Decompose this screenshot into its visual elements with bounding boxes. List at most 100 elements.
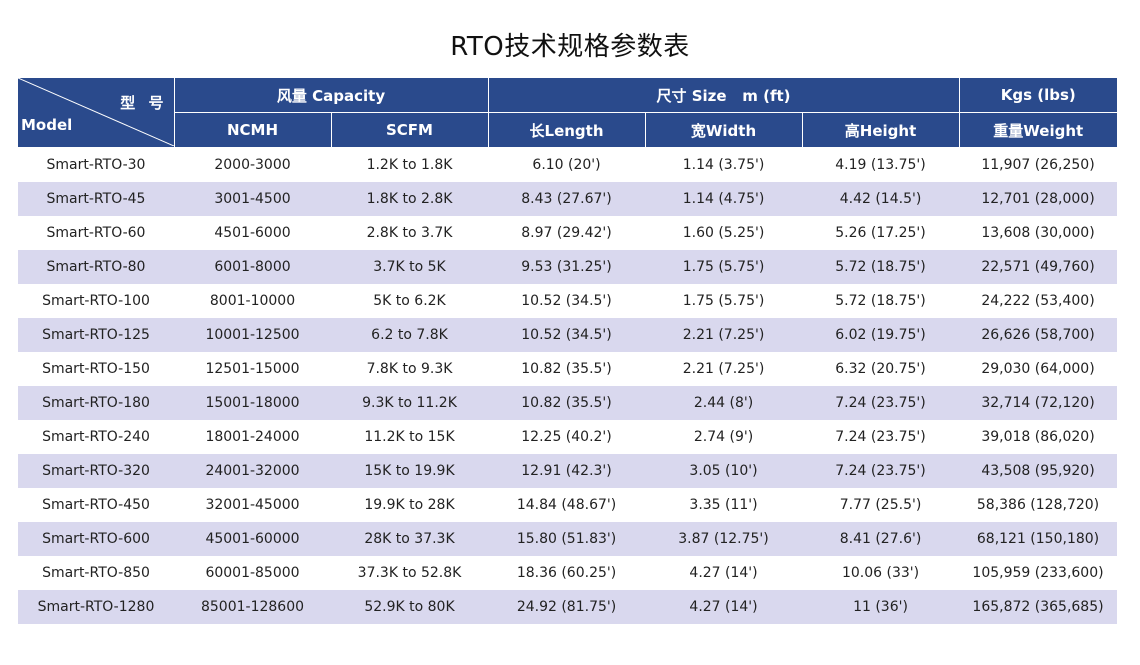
cell-ncmh: 45001-60000: [174, 522, 331, 556]
cell-scfm: 9.3K to 11.2K: [331, 386, 489, 420]
cell-weight: 26,626 (58,700): [959, 318, 1118, 352]
spec-table: 型 号 Model 风量 Capacity 尺寸 Size m (ft) Kgs…: [18, 78, 1118, 624]
cell-model: Smart-RTO-80: [18, 250, 174, 284]
cell-height: 7.24 (23.75'): [802, 386, 960, 420]
cell-scfm: 28K to 37.3K: [331, 522, 489, 556]
col-header-length: 长Length: [488, 112, 646, 148]
col-header-width: 宽Width: [645, 112, 803, 148]
cell-length: 10.82 (35.5'): [488, 386, 646, 420]
cell-model: Smart-RTO-240: [18, 420, 174, 454]
cell-ncmh: 6001-8000: [174, 250, 331, 284]
cell-ncmh: 24001-32000: [174, 454, 331, 488]
table-row: Smart-RTO-1280 85001-128600 52.9K to 80K 24…: [18, 590, 1118, 624]
cell-length: 24.92 (81.75'): [488, 590, 646, 624]
cell-scfm: 2.8K to 3.7K: [331, 216, 489, 250]
table-row: Smart-RTO-450 32001-45000 19.9K to 28K 14.8…: [18, 488, 1118, 522]
cell-length: 9.53 (31.25'): [488, 250, 646, 284]
cell-model: Smart-RTO-125: [18, 318, 174, 352]
cell-scfm: 37.3K to 52.8K: [331, 556, 489, 590]
cell-model: Smart-RTO-150: [18, 352, 174, 386]
cell-length: 10.82 (35.5'): [488, 352, 646, 386]
cell-model: Smart-RTO-180: [18, 386, 174, 420]
cell-width: 2.21 (7.25'): [645, 352, 803, 386]
cell-weight: 105,959 (233,600): [959, 556, 1118, 590]
cell-model: Smart-RTO-30: [18, 147, 174, 182]
cell-width: 1.14 (3.75'): [645, 147, 803, 182]
cell-height: 5.72 (18.75'): [802, 250, 960, 284]
cell-height: 11 (36'): [802, 590, 960, 624]
cell-width: 1.75 (5.75'): [645, 284, 803, 318]
cell-scfm: 11.2K to 15K: [331, 420, 489, 454]
table-row: Smart-RTO-180 15001-18000 9.3K to 11.2K 10.…: [18, 386, 1118, 420]
cell-weight: 24,222 (53,400): [959, 284, 1118, 318]
cell-weight: 68,121 (150,180): [959, 522, 1118, 556]
cell-weight: 22,571 (49,760): [959, 250, 1118, 284]
cell-ncmh: 32001-45000: [174, 488, 331, 522]
cell-height: 4.19 (13.75'): [802, 147, 960, 182]
table-row: Smart-RTO-45 3001-4500 1.8K to 2.8K 8.43 (2…: [18, 182, 1118, 216]
cell-height: 4.42 (14.5'): [802, 182, 960, 216]
cell-width: 2.21 (7.25'): [645, 318, 803, 352]
col-header-height: 高Height: [802, 112, 960, 148]
cell-ncmh: 85001-128600: [174, 590, 331, 624]
cell-length: 8.43 (27.67'): [488, 182, 646, 216]
cell-scfm: 3.7K to 5K: [331, 250, 489, 284]
cell-ncmh: 2000-3000: [174, 147, 331, 182]
cell-width: 4.27 (14'): [645, 590, 803, 624]
cell-length: 12.25 (40.2'): [488, 420, 646, 454]
cell-width: 1.75 (5.75'): [645, 250, 803, 284]
cell-length: 15.80 (51.83'): [488, 522, 646, 556]
cell-length: 10.52 (34.5'): [488, 284, 646, 318]
cell-ncmh: 60001-85000: [174, 556, 331, 590]
cell-scfm: 7.8K to 9.3K: [331, 352, 489, 386]
cell-length: 10.52 (34.5'): [488, 318, 646, 352]
cell-ncmh: 3001-4500: [174, 182, 331, 216]
cell-height: 6.32 (20.75'): [802, 352, 960, 386]
cell-ncmh: 18001-24000: [174, 420, 331, 454]
col-header-ncmh: NCMH: [174, 112, 332, 148]
model-corner-header: 型 号 Model: [18, 78, 175, 148]
cell-weight: 12,701 (28,000): [959, 182, 1118, 216]
cell-ncmh: 10001-12500: [174, 318, 331, 352]
cell-weight: 58,386 (128,720): [959, 488, 1118, 522]
diagonal-divider: [18, 78, 174, 146]
cell-weight: 165,872 (365,685): [959, 590, 1118, 624]
table-row: Smart-RTO-80 6001-8000 3.7K to 5K 9.53 (31.…: [18, 250, 1118, 284]
cell-model: Smart-RTO-320: [18, 454, 174, 488]
cell-height: 7.77 (25.5'): [802, 488, 960, 522]
table-row: Smart-RTO-30 2000-3000 1.2K to 1.8K 6.10 (2…: [18, 147, 1118, 182]
table-row: Smart-RTO-125 10001-12500 6.2 to 7.8K 10.52…: [18, 318, 1118, 352]
cell-length: 8.97 (29.42'): [488, 216, 646, 250]
table-row: Smart-RTO-100 8001-10000 5K to 6.2K 10.52 (…: [18, 284, 1118, 318]
cell-model: Smart-RTO-60: [18, 216, 174, 250]
cell-width: 4.27 (14'): [645, 556, 803, 590]
cell-width: 2.74 (9'): [645, 420, 803, 454]
cell-model: Smart-RTO-45: [18, 182, 174, 216]
cell-width: 1.60 (5.25'): [645, 216, 803, 250]
cell-scfm: 52.9K to 80K: [331, 590, 489, 624]
page-title: RTO技术规格参数表: [450, 32, 690, 62]
cell-height: 10.06 (33'): [802, 556, 960, 590]
cell-model: Smart-RTO-600: [18, 522, 174, 556]
cell-ncmh: 8001-10000: [174, 284, 331, 318]
cell-weight: 11,907 (26,250): [959, 147, 1118, 182]
cell-model: Smart-RTO-450: [18, 488, 174, 522]
cell-length: 12.91 (42.3'): [488, 454, 646, 488]
group-header-size: 尺寸 Size m (ft): [488, 78, 960, 113]
cell-length: 18.36 (60.25'): [488, 556, 646, 590]
cell-height: 5.72 (18.75'): [802, 284, 960, 318]
group-header-capacity: 风量 Capacity: [174, 78, 489, 113]
cell-model: Smart-RTO-100: [18, 284, 174, 318]
cell-weight: 43,508 (95,920): [959, 454, 1118, 488]
cell-scfm: 19.9K to 28K: [331, 488, 489, 522]
table-row: Smart-RTO-150 12501-15000 7.8K to 9.3K 10.8…: [18, 352, 1118, 386]
table-row: Smart-RTO-850 60001-85000 37.3K to 52.8K 18…: [18, 556, 1118, 590]
cell-length: 14.84 (48.67'): [488, 488, 646, 522]
cell-length: 6.10 (20'): [488, 147, 646, 182]
cell-weight: 13,608 (30,000): [959, 216, 1118, 250]
corner-label-model-en: Model: [21, 116, 73, 134]
col-header-weight: 重量Weight: [959, 112, 1118, 148]
cell-width: 1.14 (4.75'): [645, 182, 803, 216]
cell-height: 7.24 (23.75'): [802, 420, 960, 454]
cell-model: Smart-RTO-1280: [18, 590, 174, 624]
